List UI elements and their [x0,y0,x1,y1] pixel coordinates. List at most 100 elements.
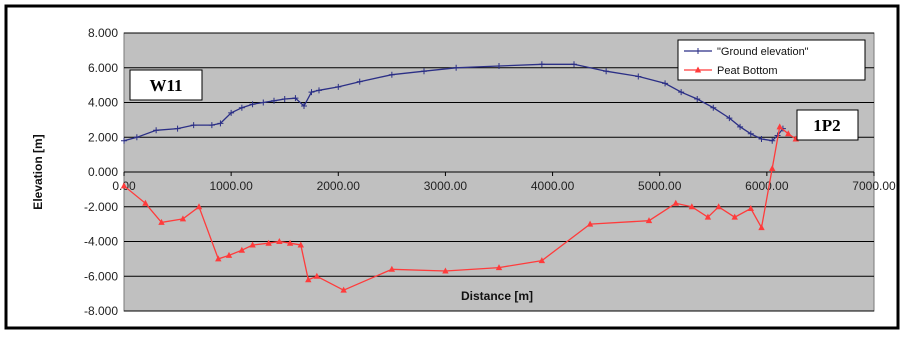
callout-w11-box [129,69,203,101]
y-axis-title: Elevation [m] [31,134,45,209]
data-point-ground-elevation [769,137,776,144]
data-point-ground-elevation [301,102,307,109]
data-point-ground-elevation [356,78,363,85]
data-point-peat-bottom [495,264,503,271]
data-point-peat-bottom [704,213,712,220]
x-tick-label: 1000.00 [209,179,253,193]
legend-marker-ground [695,48,701,54]
y-tick-label: 0.000 [88,165,118,179]
data-point-peat-bottom [120,182,128,189]
x-tick-label: 5000.00 [638,179,682,193]
data-point-peat-bottom [645,217,653,224]
data-point-ground-elevation [662,80,669,87]
data-point-peat-bottom [215,255,222,262]
legend-label-peat: Peat Bottom [717,65,778,77]
data-point-ground-elevation [308,89,315,96]
data-point-peat-bottom [142,199,149,206]
data-point-ground-elevation [388,71,395,78]
callout-1p2-box [796,109,859,141]
data-point-peat-bottom [731,213,738,220]
data-point-ground-elevation [174,125,181,132]
data-point-peat-bottom [340,286,347,293]
legend-label-ground: "Ground elevation" [717,46,809,58]
data-point-peat-bottom [265,239,272,246]
callout-w11-label: W11 [149,76,182,95]
data-point-peat-bottom [715,203,722,210]
callout-1p2: 1P2 [796,109,859,141]
data-point-peat-bottom [238,246,246,253]
x-tick-label: 2000.00 [317,179,361,193]
data-point-ground-elevation [335,83,342,90]
data-point-ground-elevation [678,89,685,96]
data-point-peat-bottom [276,238,283,244]
data-point-peat-bottom [758,224,765,231]
data-point-peat-bottom [225,251,233,258]
callout-1p2-label: 1P2 [813,116,840,135]
data-point-ground-elevation [228,109,235,116]
y-tick-label: 2.000 [88,130,118,144]
x-tick-label: 4000.00 [531,179,575,193]
data-point-peat-bottom [297,241,304,248]
data-point-ground-elevation [747,130,754,137]
x-tick-label: 3000.00 [424,179,468,193]
data-point-peat-bottom [769,165,776,172]
x-tick-label: 6000.00 [745,179,789,193]
data-point-ground-elevation [249,101,256,108]
data-point-peat-bottom [388,265,396,272]
data-point-peat-bottom [538,257,546,264]
x-axis-title: Distance [m] [461,289,533,303]
data-point-peat-bottom [776,123,783,130]
data-point-peat-bottom [305,276,312,283]
data-point-ground-elevation [238,104,245,111]
y-tick-label: 8.000 [88,26,118,40]
data-point-ground-elevation [603,68,610,75]
y-tick-label: 4.000 [88,96,118,110]
series-ground-elevation [121,61,786,144]
data-point-peat-bottom [179,215,187,222]
legend-marker-shape [694,66,702,73]
y-tick-label: -2.000 [84,200,118,214]
data-point-ground-elevation [316,87,322,94]
y-tick-label: -6.000 [84,269,118,283]
legend-marker-peat [694,66,702,73]
data-point-ground-elevation [208,122,215,129]
data-point-ground-elevation [453,64,460,71]
legend-marker-shape [695,48,701,54]
data-point-ground-elevation [635,73,642,80]
y-tick-label: 6.000 [88,61,118,75]
y-tick-labels: 8.000 6.000 4.000 2.000 0.000 -2.000 -4.000 -6.… [84,26,118,318]
callout-w11: W11 [129,69,203,101]
legend: "Ground elevation" Peat Bottom [677,39,866,81]
data-point-ground-elevation [260,99,267,106]
y-tick-label: -8.000 [84,304,118,318]
y-tick-label: -4.000 [84,235,118,249]
data-point-peat-bottom [313,272,321,279]
data-point-ground-elevation [292,95,299,102]
data-point-ground-elevation [271,97,277,104]
data-point-ground-elevation [571,61,577,68]
series-peat-bottom [120,123,799,293]
data-point-ground-elevation [121,137,127,144]
data-point-peat-bottom [158,218,165,225]
x-tick-label: 7000.00 [852,179,896,193]
data-point-ground-elevation [217,120,224,127]
data-point-ground-elevation [281,96,288,103]
data-point-ground-elevation [190,122,197,129]
data-point-ground-elevation [421,68,427,75]
data-point-ground-elevation [737,123,744,130]
data-point-ground-elevation [496,63,502,70]
data-point-ground-elevation [133,134,140,141]
series-layer [120,61,799,293]
data-point-ground-elevation [726,115,733,122]
data-point-peat-bottom [586,220,594,227]
data-point-peat-bottom [195,203,203,210]
data-point-ground-elevation [538,61,545,68]
data-point-peat-bottom [747,204,754,211]
legend-box [677,39,866,81]
data-point-peat-bottom [688,203,696,210]
data-point-peat-bottom [286,239,294,246]
data-point-ground-elevation [710,104,717,111]
series-line-ground-elevation [123,63,784,142]
data-point-peat-bottom [249,241,256,248]
